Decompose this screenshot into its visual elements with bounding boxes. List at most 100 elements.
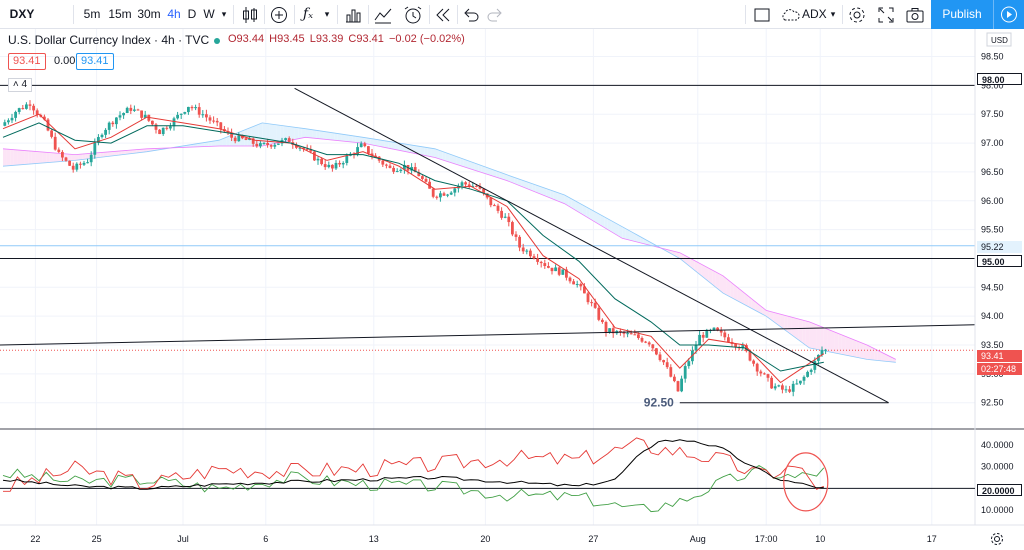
moving-average-fast — [2, 113, 825, 384]
interval-5m[interactable]: 5m — [83, 7, 101, 21]
cloud-segment — [521, 179, 525, 188]
chevron-down-icon[interactable]: ▾ — [830, 9, 836, 19]
axis-settings-gear-icon[interactable] — [991, 533, 1003, 545]
top-toolbar: DXY 5m 15m 30m 4h D W ▾ ƒₓ ▾ ADX ▾ — [0, 0, 1024, 29]
play-icon — [1001, 6, 1017, 23]
time-tick-label: Aug — [690, 534, 706, 544]
redo-icon[interactable] — [484, 4, 506, 26]
candle-body — [334, 162, 338, 169]
candle-body — [298, 147, 302, 149]
compare-icon[interactable] — [372, 4, 394, 26]
alarm-icon[interactable] — [402, 4, 424, 26]
candle-body — [215, 120, 219, 123]
cloud-segment — [312, 129, 317, 139]
candle-body — [194, 107, 197, 109]
candle-body — [392, 167, 395, 172]
horizontal-levels — [0, 84, 975, 351]
candle-body — [539, 261, 543, 264]
ichimoku-span-a — [2, 122, 896, 363]
cloud-segment — [669, 249, 673, 255]
interval-30m[interactable]: 30m — [137, 7, 161, 21]
interval-4h[interactable]: 4h — [167, 7, 181, 21]
symbol-search[interactable]: DXY — [9, 7, 35, 21]
undo-icon[interactable] — [460, 4, 482, 26]
bar-chart-icon[interactable] — [342, 4, 364, 26]
rectangle-icon[interactable] — [751, 4, 773, 26]
cloud-segment — [863, 343, 867, 360]
cloud-segment — [607, 218, 612, 232]
candle-body — [529, 250, 532, 257]
cloud-segment — [100, 152, 104, 158]
cloud-segment — [39, 151, 43, 164]
candle-body — [727, 337, 730, 343]
cloud-segment — [402, 143, 407, 152]
candle-body — [385, 164, 388, 166]
candles-icon[interactable] — [239, 4, 261, 26]
interval-15m[interactable]: 15m — [108, 7, 132, 21]
candle-body — [568, 277, 572, 282]
gear-icon[interactable] — [846, 4, 868, 26]
candle-body — [611, 328, 615, 334]
cloud-segment — [870, 346, 875, 361]
cloud-segment — [849, 337, 853, 357]
rewind-icon[interactable] — [432, 4, 454, 26]
candle-body — [543, 263, 547, 267]
fx-icon[interactable]: ƒₓ — [302, 6, 314, 22]
ichimoku-span-b — [2, 136, 896, 360]
sell-price-badge[interactable]: 93.41 — [8, 53, 46, 70]
chevron-down-icon[interactable]: ▾ — [221, 9, 227, 19]
candle-body — [356, 147, 359, 155]
indicators-collapse-toggle[interactable]: ˄ 4 — [8, 78, 32, 92]
cloud-segment — [337, 133, 342, 141]
time-tick-label: 6 — [263, 534, 268, 544]
cloud-segment — [791, 317, 795, 338]
cloud-segment — [197, 143, 201, 147]
interval-d[interactable]: D — [187, 7, 197, 21]
price-tick-label: 92.50 — [981, 398, 1004, 408]
candle-body — [442, 193, 446, 196]
cloud-segment — [118, 150, 122, 156]
cloud-segment — [453, 155, 457, 165]
cloud-segment — [525, 181, 529, 190]
cloud-segment — [359, 136, 363, 144]
cloud-segment — [834, 332, 839, 354]
cloud-segment — [543, 187, 547, 197]
cloud-segment — [737, 287, 741, 303]
fullscreen-icon[interactable] — [875, 4, 897, 26]
cloud-segment — [798, 319, 803, 343]
cloud-segment — [348, 135, 353, 142]
candle-body — [716, 327, 719, 331]
candle-body — [521, 247, 525, 252]
cloud-segment — [57, 153, 61, 162]
cloud-segment — [301, 128, 306, 139]
candle-body — [809, 369, 813, 372]
cloud-icon[interactable] — [779, 4, 801, 26]
plus-circle-icon[interactable] — [268, 4, 290, 26]
interval-w[interactable]: W — [203, 7, 215, 21]
candle-body — [586, 293, 590, 303]
chevron-down-icon[interactable]: ▾ — [324, 9, 330, 19]
candle-body — [136, 109, 140, 111]
candle-body — [381, 160, 385, 165]
candle-body — [388, 165, 392, 168]
cloud-segment — [741, 290, 745, 305]
buy-price-badge[interactable]: 93.41 — [76, 53, 114, 70]
cloud-segment — [845, 336, 849, 356]
candle-body — [10, 117, 14, 121]
cloud-segment — [611, 220, 615, 234]
candle-body — [633, 334, 637, 336]
cloud-segment — [694, 260, 698, 273]
candle-body — [723, 332, 727, 338]
candle-body — [536, 258, 539, 262]
price-tick-label: 93.50 — [981, 340, 1004, 350]
candle-body — [518, 236, 521, 248]
plot-background — [0, 29, 975, 525]
candle-body — [431, 188, 435, 197]
cloud-segment — [71, 154, 75, 161]
publish-button[interactable]: Publish — [931, 0, 993, 29]
play-button[interactable] — [993, 0, 1024, 29]
candle-body — [665, 362, 669, 368]
indicator-template-label[interactable]: ADX — [802, 7, 827, 21]
camera-icon[interactable] — [904, 4, 926, 26]
